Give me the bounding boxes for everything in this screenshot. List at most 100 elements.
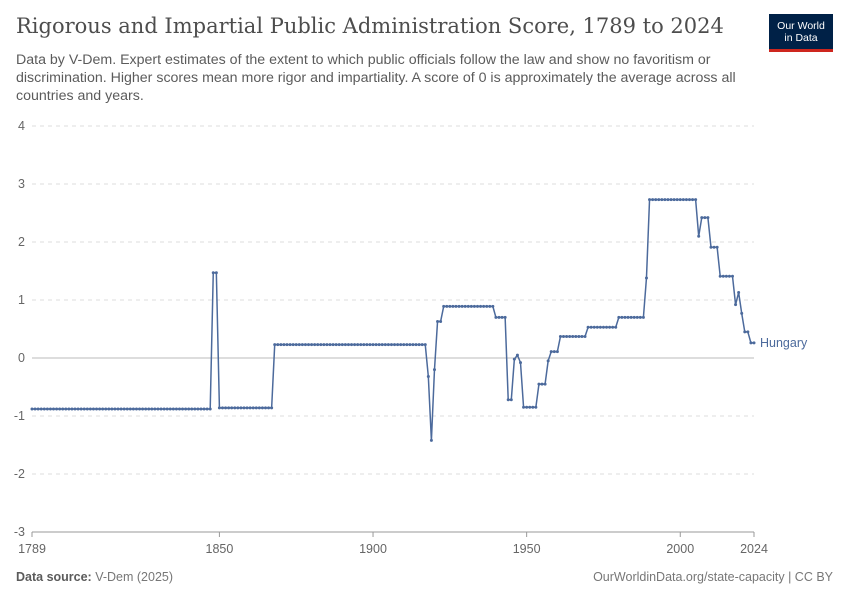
data-point <box>383 343 387 347</box>
data-point <box>205 407 209 411</box>
data-point <box>393 343 397 347</box>
data-point <box>678 198 682 202</box>
data-point <box>104 407 108 411</box>
data-point <box>546 359 550 363</box>
owid-logo[interactable]: Our World in Data <box>769 14 833 52</box>
data-point <box>33 407 37 411</box>
data-point <box>396 343 400 347</box>
data-point <box>565 335 569 339</box>
data-point <box>454 304 458 308</box>
data-point <box>482 304 486 308</box>
data-point <box>245 406 249 410</box>
x-tick-label: 1789 <box>18 542 46 556</box>
data-point <box>715 245 719 249</box>
data-point <box>273 343 277 347</box>
data-point <box>614 325 618 329</box>
y-tick-label: 3 <box>18 177 25 191</box>
data-point <box>568 335 572 339</box>
data-point <box>503 315 507 319</box>
data-point <box>442 304 446 308</box>
data-point <box>325 343 329 347</box>
series-line <box>32 198 754 442</box>
data-point <box>138 407 142 411</box>
data-point <box>420 343 424 347</box>
data-point <box>522 405 526 409</box>
data-point <box>491 304 495 308</box>
data-point <box>436 319 440 323</box>
data-point <box>558 335 562 339</box>
data-point <box>45 407 49 411</box>
data-point <box>310 343 314 347</box>
data-point <box>153 407 157 411</box>
data-point <box>356 343 360 347</box>
data-point <box>368 343 372 347</box>
series-group[interactable]: Hungary <box>30 198 808 442</box>
data-point <box>592 325 596 329</box>
data-point <box>300 343 304 347</box>
data-point <box>208 407 212 411</box>
data-point <box>58 407 62 411</box>
data-point <box>110 407 114 411</box>
data-point <box>617 315 621 319</box>
data-point <box>76 407 80 411</box>
x-axis: 1789 1850 1900 1950 2000 2024 <box>18 531 768 556</box>
data-point <box>629 315 633 319</box>
data-point <box>608 325 612 329</box>
data-point <box>270 406 274 410</box>
data-point <box>85 407 89 411</box>
data-point <box>749 341 753 345</box>
data-source-value[interactable]: V-Dem (2025) <box>95 570 174 584</box>
data-point <box>648 198 652 202</box>
data-point <box>294 343 298 347</box>
x-tick-label: 1950 <box>513 542 541 556</box>
data-point <box>184 407 188 411</box>
y-tick-label: 4 <box>18 119 25 133</box>
data-point <box>595 325 599 329</box>
data-point <box>525 405 529 409</box>
data-point <box>159 407 163 411</box>
data-point <box>605 325 609 329</box>
data-point <box>134 407 138 411</box>
data-point <box>730 274 734 278</box>
data-point <box>61 407 65 411</box>
data-point <box>224 406 228 410</box>
data-point <box>227 406 231 410</box>
data-point <box>101 407 105 411</box>
data-point <box>623 315 627 319</box>
data-point <box>236 406 240 410</box>
data-point <box>740 311 744 315</box>
chart-title: Rigorous and Impartial Public Administra… <box>16 14 724 38</box>
data-point <box>230 406 234 410</box>
y-tick-label: 0 <box>18 351 25 365</box>
data-point <box>107 407 111 411</box>
data-point <box>657 198 661 202</box>
data-point <box>30 407 34 411</box>
data-point <box>64 407 68 411</box>
data-point <box>362 343 366 347</box>
data-point <box>439 319 443 323</box>
data-point <box>589 325 593 329</box>
footer-url[interactable]: OurWorldinData.org/state-capacity | CC B… <box>593 570 833 584</box>
data-point <box>251 406 255 410</box>
data-point <box>472 304 476 308</box>
data-point <box>488 304 492 308</box>
data-point <box>377 343 381 347</box>
y-tick-label: -3 <box>14 525 25 539</box>
data-point <box>620 315 624 319</box>
data-point <box>131 407 135 411</box>
data-point <box>709 245 713 249</box>
data-point <box>42 407 46 411</box>
data-point <box>703 216 707 220</box>
data-point <box>257 406 261 410</box>
data-point <box>727 274 731 278</box>
data-point <box>681 198 685 202</box>
chart-subtitle: Data by V-Dem. Expert estimates of the e… <box>16 52 736 104</box>
data-point <box>534 405 538 409</box>
data-point <box>626 315 630 319</box>
data-source: Data source: V-Dem (2025) <box>16 570 173 584</box>
data-point <box>313 343 317 347</box>
data-point <box>479 304 483 308</box>
y-tick-label: -2 <box>14 467 25 481</box>
data-point <box>485 304 489 308</box>
data-point <box>113 407 117 411</box>
